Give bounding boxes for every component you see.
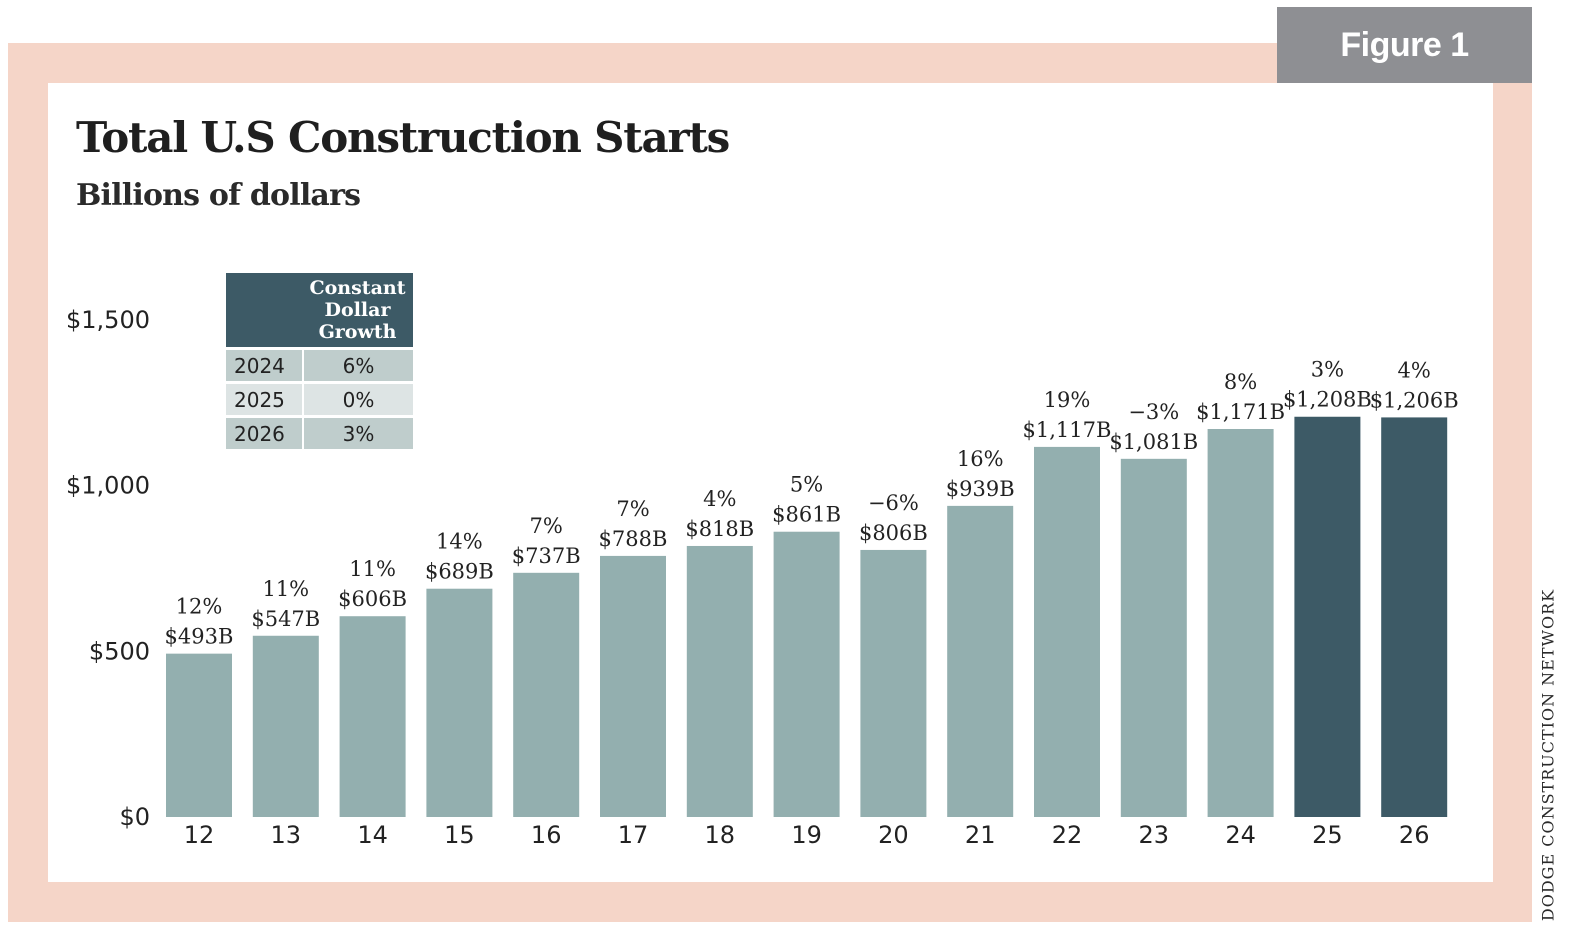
x-tick-label: 18 [705,821,736,849]
growth-year: 2025 [226,381,302,415]
growth-table-header: Constant Dollar Growth [302,273,413,347]
x-tick-label: 21 [965,821,996,849]
bar [947,505,1014,817]
growth-table-row: 2024 6% [226,347,413,381]
growth-table-row: 2025 0% [226,381,413,415]
y-tick-label: $0 [119,803,150,831]
bar [686,545,753,817]
bar [339,616,406,817]
x-tick-label: 24 [1225,821,1256,849]
growth-table-row: 2026 3% [226,415,413,449]
x-tick-label: 26 [1399,821,1430,849]
bar-growth-label: 4% [703,487,736,511]
bar-value-label: $1,171B [1196,400,1285,424]
bar-growth-label: 11% [349,557,396,581]
source-credit: DODGE CONSTRUCTION NETWORK [1538,588,1558,922]
forecast-bar [1381,417,1448,817]
bar-growth-label: 7% [530,514,563,538]
bar-growth-label: 4% [1398,358,1431,382]
x-tick-label: 17 [618,821,649,849]
bar-growth-label: 7% [616,497,649,521]
x-tick-label: 12 [184,821,215,849]
x-tick-label: 23 [1139,821,1170,849]
chart-title: Total U.S Construction Starts [76,113,730,162]
bar [1034,446,1100,817]
bar-value-label: $737B [512,544,581,568]
bar-value-label: $1,081B [1109,430,1198,454]
bar-growth-label: 3% [1311,358,1344,382]
bar [166,653,232,817]
bar [1207,429,1274,817]
bar [1120,458,1187,817]
bar-growth-label: 11% [262,577,309,601]
bar-value-label: $818B [685,517,754,541]
bar-value-label: $861B [772,503,841,527]
x-tick-label: 22 [1052,821,1083,849]
bar-growth-label: 5% [790,473,823,497]
bar-growth-label: 8% [1224,370,1257,394]
bar [860,549,927,817]
growth-value: 3% [302,415,413,449]
x-tick-label: 20 [878,821,909,849]
x-tick-label: 14 [357,821,388,849]
bar-value-label: $806B [859,521,928,545]
bar-value-label: $1,117B [1023,418,1112,442]
bar-value-label: $788B [599,527,668,551]
bar [252,635,319,817]
figure-label: Figure 1 [1277,7,1532,83]
bar-growth-label: 14% [436,530,483,554]
bar [426,588,493,817]
bar [600,555,666,817]
y-tick-label: $1,000 [66,472,150,500]
bar [513,572,580,817]
bar-value-label: $493B [165,625,234,649]
bar-growth-label: 16% [957,447,1004,471]
x-tick-label: 16 [531,821,562,849]
growth-year: 2026 [226,415,302,449]
forecast-bar [1294,416,1361,817]
bar-value-label: $1,206B [1370,388,1459,412]
bar [773,531,840,817]
bar-value-label: $547B [251,607,320,631]
chart-subtitle: Billions of dollars [76,178,361,213]
bar-growth-label: 12% [176,595,223,619]
growth-year: 2024 [226,347,302,381]
y-tick-label: $1,500 [66,306,150,334]
bar-value-label: $939B [946,477,1015,501]
x-tick-label: 13 [271,821,302,849]
bar-growth-label: 19% [1044,388,1091,412]
x-tick-label: 19 [791,821,822,849]
x-tick-label: 25 [1312,821,1343,849]
bar-value-label: $689B [425,560,494,584]
bar-growth-label: −6% [868,491,919,515]
x-tick-label: 15 [444,821,475,849]
growth-table-corner [226,273,302,347]
bar-growth-label: −3% [1128,400,1179,424]
bar-value-label: $606B [338,587,407,611]
growth-value: 0% [302,381,413,415]
growth-table: Constant Dollar Growth 2024 6% 2025 0% 2… [226,273,413,449]
y-tick-label: $500 [89,637,150,665]
bar-value-label: $1,208B [1283,388,1372,412]
growth-value: 6% [302,347,413,381]
